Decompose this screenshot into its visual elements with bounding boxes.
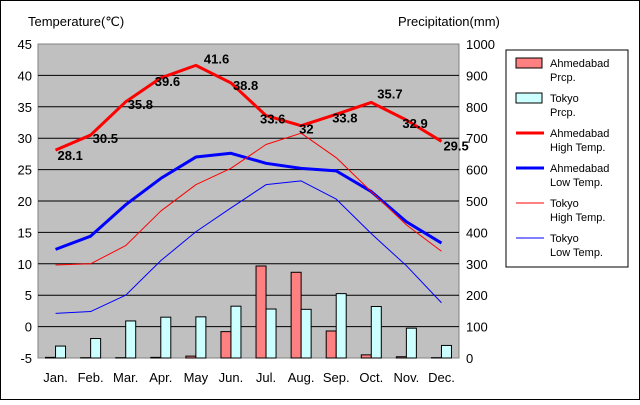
precipitation-bar xyxy=(221,332,231,358)
right-tick-label: 600 xyxy=(466,163,488,178)
data-label: 30.5 xyxy=(93,131,118,146)
data-label: 35.7 xyxy=(377,86,402,101)
right-tick-label: 500 xyxy=(466,194,488,209)
legend-label: Tokyo xyxy=(550,93,579,105)
precipitation-bar xyxy=(151,357,161,358)
data-label: 28.1 xyxy=(58,148,83,163)
left-tick-label: 25 xyxy=(18,163,32,178)
x-tick-label: Apr. xyxy=(149,370,172,385)
right-tick-label: 100 xyxy=(466,320,488,335)
right-tick-label: 800 xyxy=(466,100,488,115)
x-tick-label: Jul. xyxy=(256,370,276,385)
data-label: 38.8 xyxy=(233,78,258,93)
right-axis-label: Precipitation(mm) xyxy=(398,14,500,29)
left-tick-label: 0 xyxy=(25,320,32,335)
x-tick-label: Oct. xyxy=(359,370,383,385)
left-tick-label: 20 xyxy=(18,194,32,209)
right-tick-label: 300 xyxy=(466,257,488,272)
left-axis-label: Temperature(℃) xyxy=(28,14,124,29)
precipitation-bar xyxy=(371,307,381,358)
data-label: 39.6 xyxy=(155,74,180,89)
left-tick-label: 10 xyxy=(18,257,32,272)
data-label: 33.6 xyxy=(260,112,285,127)
left-tick-label: 40 xyxy=(18,68,32,83)
legend-label: Low Temp. xyxy=(550,247,603,259)
right-tick-label: 0 xyxy=(466,351,473,366)
right-tick-label: 900 xyxy=(466,68,488,83)
x-tick-label: Feb. xyxy=(78,370,104,385)
legend-label: Prcp. xyxy=(550,72,576,84)
precipitation-bar xyxy=(291,272,301,358)
precipitation-bar xyxy=(231,306,241,358)
legend-label: Tokyo xyxy=(550,233,579,245)
precipitation-bar xyxy=(56,346,66,358)
legend-label: Ahmedabad xyxy=(550,128,609,140)
precipitation-bar xyxy=(91,339,101,358)
precipitation-bar xyxy=(266,309,276,358)
left-tick-label: 30 xyxy=(18,131,32,146)
x-tick-label: Mar. xyxy=(113,370,138,385)
legend-label: Ahmedabad xyxy=(550,163,609,175)
precipitation-bar xyxy=(126,321,136,358)
left-tick-label: -5 xyxy=(20,351,32,366)
legend-label: Prcp. xyxy=(550,107,576,119)
precipitation-bar xyxy=(326,331,336,358)
legend-label: Low Temp. xyxy=(550,177,603,189)
x-tick-label: Jan. xyxy=(43,370,68,385)
data-label: 32 xyxy=(299,122,313,137)
precipitation-bar xyxy=(361,355,371,358)
x-tick-label: Aug. xyxy=(288,370,315,385)
left-tick-label: 45 xyxy=(18,37,32,52)
data-label: 41.6 xyxy=(204,51,229,66)
legend-swatch xyxy=(516,58,542,68)
right-tick-label: 200 xyxy=(466,288,488,303)
precipitation-bar xyxy=(256,266,266,358)
x-tick-label: Nov. xyxy=(393,370,419,385)
x-tick-label: Jun. xyxy=(219,370,244,385)
precipitation-bar xyxy=(196,317,206,358)
precipitation-bar xyxy=(161,317,171,358)
precipitation-bar xyxy=(336,294,346,358)
precipitation-bar xyxy=(46,357,56,358)
right-tick-label: 1000 xyxy=(466,37,495,52)
x-tick-label: Dec. xyxy=(428,370,455,385)
legend-label: Ahmedabad xyxy=(550,58,609,70)
x-tick-label: May xyxy=(184,370,209,385)
left-tick-label: 35 xyxy=(18,100,32,115)
precipitation-bar xyxy=(441,345,451,358)
precipitation-bar xyxy=(396,357,406,358)
data-label: 32.9 xyxy=(402,116,427,131)
left-tick-label: 5 xyxy=(25,288,32,303)
x-tick-label: Sep. xyxy=(323,370,350,385)
left-tick-label: 15 xyxy=(18,225,32,240)
right-tick-label: 400 xyxy=(466,225,488,240)
data-label: 35.8 xyxy=(128,97,153,112)
data-label: 29.5 xyxy=(443,138,468,153)
precipitation-bar xyxy=(301,309,311,358)
right-tick-label: 700 xyxy=(466,131,488,146)
legend-label: High Temp. xyxy=(550,142,605,154)
precipitation-bar xyxy=(186,356,196,358)
legend-swatch xyxy=(516,93,542,103)
legend-label: Tokyo xyxy=(550,198,579,210)
data-label: 33.8 xyxy=(332,110,357,125)
legend-label: High Temp. xyxy=(550,212,605,224)
precipitation-bar xyxy=(406,328,416,358)
